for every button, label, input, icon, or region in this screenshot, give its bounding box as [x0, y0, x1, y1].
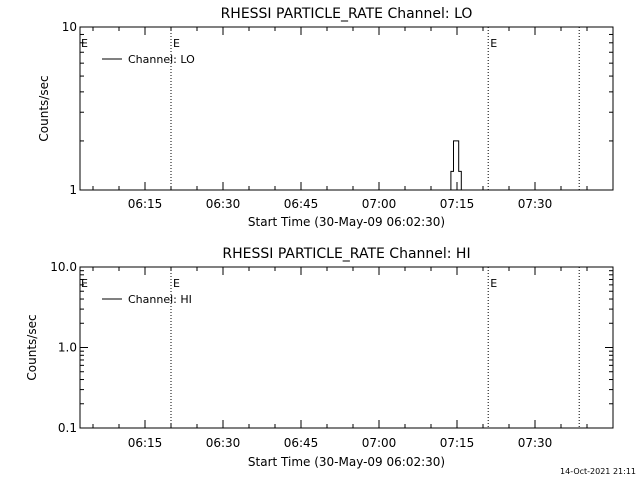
chart2-edge-label: E	[81, 277, 88, 290]
chart1-x-tick-label: 06:30	[206, 197, 241, 211]
chart2-legend-label: Channel: HI	[128, 293, 192, 306]
chart2-title: RHESSI PARTICLE_RATE Channel: HI	[222, 246, 470, 262]
chart2-x-tick-label: 06:15	[128, 436, 163, 450]
chart2-x-tick-label: 07:30	[518, 436, 553, 450]
chart1-y-axis-label: Counts/sec	[37, 75, 51, 141]
chart2-x-tick-label: 06:30	[206, 436, 241, 450]
chart2-y-tick-label: 0.1	[58, 421, 77, 435]
chart1-x-tick-label: 06:15	[128, 197, 163, 211]
chart2-marker-label: E	[173, 277, 180, 290]
chart1-marker-label: E	[173, 37, 180, 50]
chart1-plot-frame	[79, 26, 614, 191]
chart2-x-axis-label: Start Time (30-May-09 06:02:30)	[248, 455, 445, 469]
chart1-y-tick-label: 10	[62, 20, 77, 34]
chart1-legend-label: Channel: LO	[128, 53, 195, 66]
chart1-x-tick-label: 07:00	[362, 197, 397, 211]
chart2-plot-frame	[79, 266, 614, 429]
chart1-x-tick-label: 07:15	[440, 197, 475, 211]
chart2-y-tick-label: 1.0	[58, 341, 77, 355]
chart2-y-axis-label: Counts/sec	[25, 314, 39, 380]
chart1-title: RHESSI PARTICLE_RATE Channel: LO	[221, 6, 473, 22]
chart1-edge-label: E	[81, 37, 88, 50]
chart2-x-tick-label: 06:45	[284, 436, 319, 450]
chart1-marker-label: E	[490, 37, 497, 50]
chart1-x-tick-label: 06:45	[284, 197, 319, 211]
chart1-x-axis-label: Start Time (30-May-09 06:02:30)	[248, 215, 445, 229]
chart2-x-tick-label: 07:15	[440, 436, 475, 450]
chart1-series-line	[450, 140, 462, 190]
chart2-y-tick-label: 10.0	[50, 260, 77, 274]
chart2-x-tick-label: 07:00	[362, 436, 397, 450]
chart1-x-tick-label: 07:30	[518, 197, 553, 211]
chart1-y-tick-label: 1	[69, 183, 77, 197]
chart2-marker-label: E	[490, 277, 497, 290]
